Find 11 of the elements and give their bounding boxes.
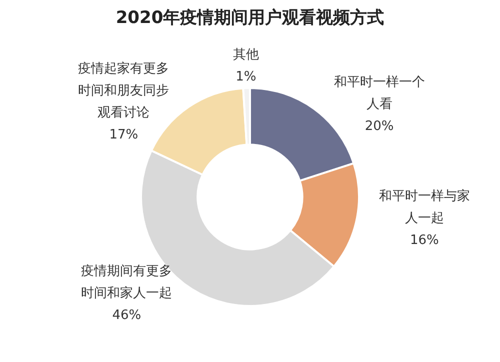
chart-title: 2020年疫情期间用户观看视频方式 xyxy=(114,7,386,30)
data-label: 16% xyxy=(410,232,439,248)
data-label: 20% xyxy=(364,118,394,134)
slice-label: 其他 xyxy=(232,48,259,63)
data-label: 46% xyxy=(112,308,142,324)
data-label: 1% xyxy=(236,70,256,85)
slice-label: 和平时一样与家人一起 xyxy=(378,188,470,226)
slice-label: 疫情期间有更多时间和家人一起 xyxy=(81,264,172,302)
slice-label: 疫情起家有更多时间和朋友同步观看讨论 xyxy=(78,60,170,121)
slice-label: 和平时一样一个人看 xyxy=(334,74,425,112)
data-label: 17% xyxy=(109,128,138,143)
